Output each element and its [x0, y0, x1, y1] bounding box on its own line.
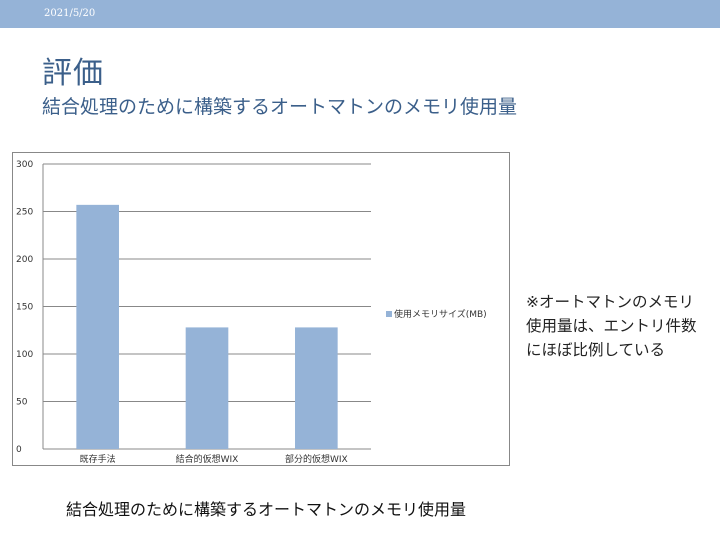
slide-date: 2021/5/20	[44, 8, 96, 19]
legend-label: 使用メモリサイズ(MB)	[394, 308, 487, 320]
slide-subtitle: 結合処理のために構築するオートマトンのメモリ使用量	[42, 96, 518, 118]
bar	[295, 327, 338, 449]
side-note: ※オートマトンのメモリ 使用量は、エントリ件数 にほぼ比例している	[526, 290, 716, 362]
chart-frame: 0 50 100 150 200 250 300 既存手法 結合的仮想WIX 部分的仮想WIX …	[12, 152, 510, 466]
y-tick-label: 150	[16, 303, 33, 313]
legend: 使用メモリサイズ(MB)	[386, 308, 487, 320]
x-tick-label: 部分的仮想WIX	[285, 453, 348, 465]
bar	[76, 204, 119, 449]
side-note-line: 使用量は、エントリ件数	[526, 317, 697, 335]
x-tick-label: 既存手法	[80, 453, 116, 465]
chart-caption: 結合処理のために構築するオートマトンのメモリ使用量	[66, 500, 467, 519]
y-tick-label: 50	[16, 398, 28, 408]
legend-swatch	[386, 311, 392, 317]
side-note-line: にほぼ比例している	[526, 341, 666, 359]
y-tick-label: 0	[16, 445, 22, 455]
y-tick-label: 100	[16, 350, 33, 360]
bars-layer	[76, 204, 338, 449]
y-tick-label: 300	[16, 160, 33, 170]
side-note-line: ※オートマトンのメモリ	[526, 293, 694, 311]
top-bar: 2021/5/20	[0, 0, 720, 28]
x-tick-labels: 既存手法 結合的仮想WIX 部分的仮想WIX	[80, 453, 348, 465]
bar	[185, 327, 229, 449]
y-tick-label: 250	[16, 208, 33, 218]
y-tick-label: 200	[16, 255, 33, 265]
slide-title: 評価	[42, 56, 104, 91]
x-tick-label: 結合的仮想WIX	[176, 453, 239, 465]
y-tick-labels: 0 50 100 150 200 250 300	[16, 160, 33, 455]
